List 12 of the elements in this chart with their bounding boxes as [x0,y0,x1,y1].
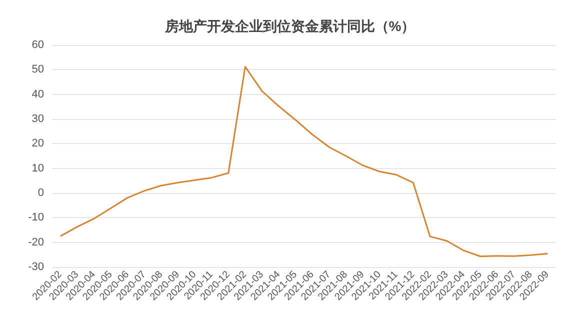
chart-title: 房地产开发企业到位资金累计同比（%） [164,18,416,34]
y-tick-label: -30 [28,261,44,273]
y-tick-label: 40 [32,88,44,100]
y-tick-label: -10 [28,212,44,224]
line-series [60,66,548,258]
y-tick-label: 0 [38,187,44,199]
y-tick-label: 20 [32,138,44,150]
y-tick-label: -20 [28,236,44,248]
y-tick-label: 60 [32,39,44,51]
y-tick-label: 50 [32,64,44,76]
y-tick-label: 10 [32,162,44,174]
y-tick-label: 30 [32,113,44,125]
